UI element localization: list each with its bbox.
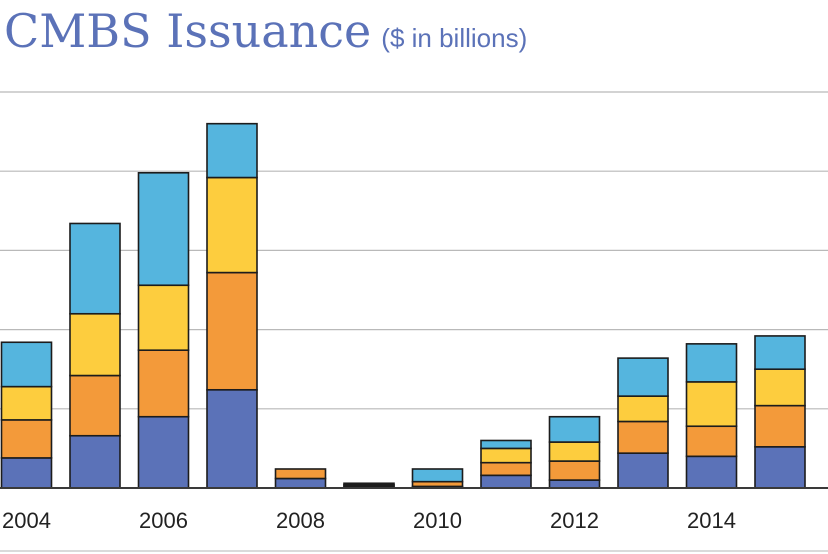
bar-segment-2004-series-4 (0, 341, 53, 388)
bar-segment-2008-series-2 (274, 468, 327, 480)
bar-segment-2011-series-2 (480, 461, 532, 477)
bar-segment-2005-series-2 (69, 374, 121, 437)
bar-segment-2012-series-1 (548, 479, 601, 489)
bar-segment-2014-series-2 (685, 425, 738, 458)
bar-segment-2015-series-2 (754, 404, 806, 448)
bar-segment-2012-series-2 (548, 460, 601, 481)
bar-segment-2005-series-1 (69, 434, 121, 489)
chart-unit-label: ($ in billions) (381, 23, 528, 53)
x-tick-label-2006: 2006 (139, 508, 188, 533)
bar-segment-2005-series-3 (69, 312, 121, 377)
bar-segment-2008-series-1 (274, 477, 327, 489)
bar-segment-2013-series-1 (617, 452, 669, 489)
bar-segment-2011-series-3 (480, 447, 532, 464)
bar-segment-2010-series-4 (411, 468, 464, 483)
bar-segment-2012-series-4 (548, 415, 601, 443)
chart-title: CMBS Issuance ($ in billions) (4, 4, 527, 58)
bar-segment-2007-series-3 (206, 176, 258, 274)
bar-segment-2015-series-4 (754, 335, 806, 371)
bar-segment-2015-series-3 (754, 368, 806, 407)
bar-segment-2006-series-3 (137, 284, 190, 351)
bar-segment-2012-series-3 (548, 441, 601, 462)
bar-segment-2006-series-4 (137, 171, 190, 287)
x-tick-label-2004: 2004 (2, 508, 51, 533)
bar-segment-2004-series-3 (0, 385, 53, 421)
bar-segment-2006-series-2 (137, 349, 190, 418)
bar-segment-2005-series-4 (69, 222, 121, 315)
bar-segment-2007-series-2 (206, 271, 258, 391)
bar-segment-2013-series-2 (617, 420, 669, 454)
x-tick-label-2012: 2012 (550, 508, 599, 533)
chart-title-text: CMBS Issuance (4, 4, 372, 58)
bar-segment-2014-series-4 (685, 343, 738, 383)
bar-segment-2004-series-2 (0, 419, 53, 459)
x-tick-label-2008: 2008 (276, 508, 325, 533)
bar-segment-2004-series-1 (0, 457, 53, 489)
x-tick-label-2014: 2014 (687, 508, 736, 533)
bar-segment-2006-series-1 (137, 415, 190, 489)
bar-segment-2011-series-4 (480, 439, 532, 450)
bar-segment-2015-series-1 (754, 446, 806, 489)
x-tick-label-2010: 2010 (413, 508, 462, 533)
bar-segment-2014-series-1 (685, 455, 738, 489)
bar-segment-2013-series-3 (617, 395, 669, 423)
bar-segment-2013-series-4 (617, 357, 669, 397)
bar-segment-2014-series-3 (685, 381, 738, 428)
bar-segment-2007-series-1 (206, 388, 258, 489)
bar-segment-2009-series-4 (343, 482, 395, 486)
bar-segment-2007-series-4 (206, 122, 258, 179)
bar-segment-2011-series-1 (480, 474, 532, 489)
